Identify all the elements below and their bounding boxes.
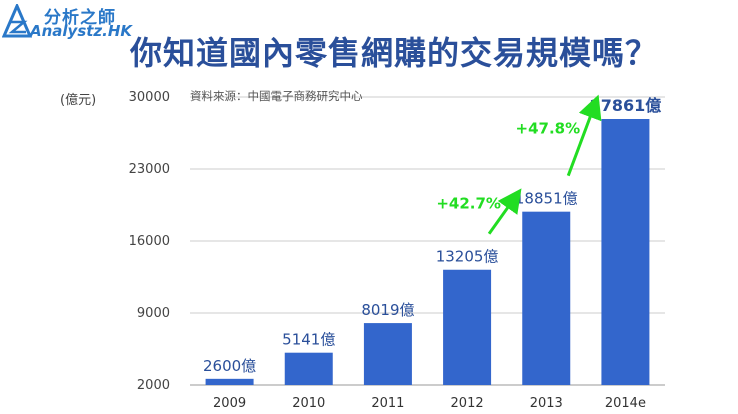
x-tick-label: 2012 (451, 396, 484, 411)
growth-arrow (487, 188, 522, 235)
data-label: 8019億 (361, 301, 414, 319)
data-label: 5141億 (282, 331, 335, 349)
y-tick-label: 16000 (129, 234, 170, 249)
growth-arrow (566, 94, 602, 177)
chart-texts: (億元) 資料來源：中國電子商務研究中心 2000 9000 16000 23000 3… (60, 89, 661, 411)
y-unit-label: (億元) (60, 92, 96, 108)
bar (205, 378, 254, 385)
growth-annotation: +47.8% (516, 119, 581, 137)
data-label: 27861億 (590, 96, 662, 115)
chart-title: 你知道國內零售網購的交易規模嗎？ (130, 34, 659, 72)
x-tick-label: 2010 (292, 396, 325, 411)
data-label: 13205億 (436, 248, 499, 266)
x-tick-label: 2011 (371, 396, 404, 411)
y-tick-label: 23000 (129, 162, 170, 177)
data-label: 18851億 (515, 190, 578, 208)
x-tick-label: 2014e (605, 396, 646, 411)
bar (363, 323, 412, 385)
y-tick-label: 2000 (137, 378, 170, 393)
gridlines (190, 96, 665, 386)
x-tick-label: 2009 (213, 396, 246, 411)
data-label: 2600億 (203, 357, 256, 375)
growth-annotation: +42.7% (436, 195, 501, 213)
logo-english-text: Analystz.HK (30, 22, 133, 40)
y-tick-label: 30000 (129, 90, 170, 105)
source-note: 資料來源：中國電子商務研究中心 (190, 89, 363, 103)
bars (205, 119, 650, 385)
logo-chinese-text: 分析之師 (44, 8, 116, 28)
y-tick-label: 9000 (137, 306, 170, 321)
x-tick-label: 2013 (530, 396, 563, 411)
logo-mark-icon (2, 4, 32, 38)
logo[interactable]: 分析之師 Analystz.HK (0, 0, 140, 44)
bar (284, 352, 333, 385)
bar (522, 211, 571, 385)
bar (443, 269, 492, 385)
bar (601, 119, 650, 385)
